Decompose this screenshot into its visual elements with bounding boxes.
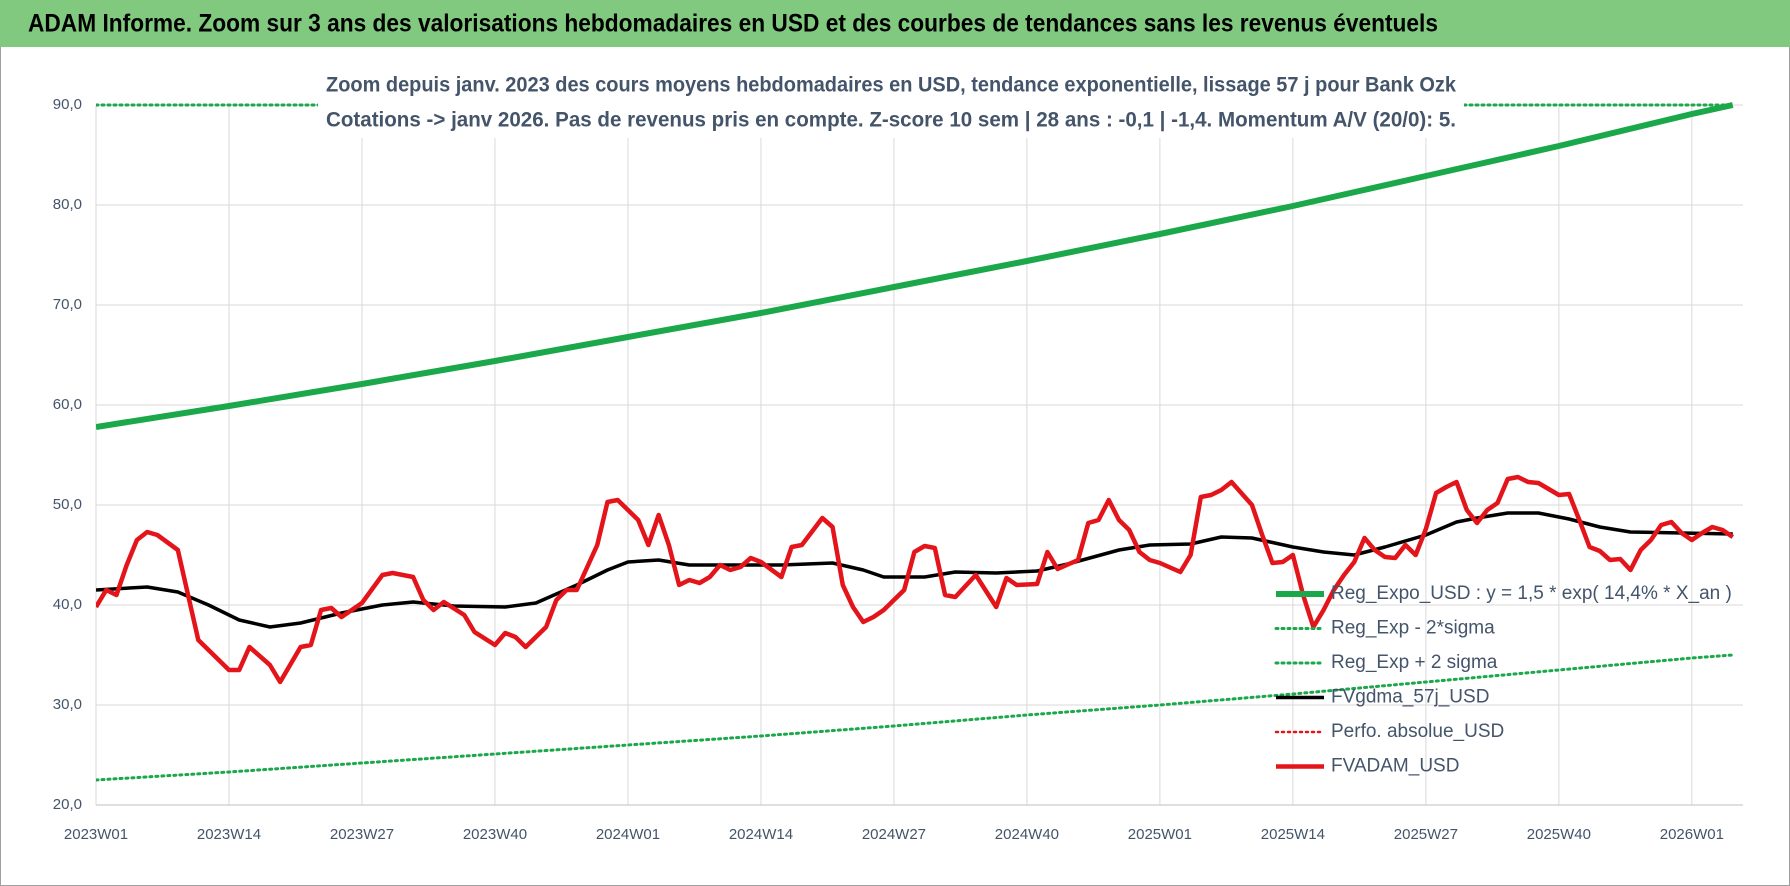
x-tick-label: 2025W14 bbox=[1261, 826, 1325, 843]
x-tick-label: 2023W01 bbox=[64, 826, 128, 843]
series-line bbox=[96, 653, 1735, 782]
x-tick-label: 2024W27 bbox=[862, 826, 926, 843]
x-tick-label: 2025W01 bbox=[1128, 826, 1192, 843]
x-tick-label: 2025W27 bbox=[1394, 826, 1458, 843]
y-tick-label: 30,0 bbox=[53, 696, 82, 713]
legend-label: Reg_Exp + 2 sigma bbox=[1331, 652, 1498, 673]
y-tick-label: 50,0 bbox=[53, 496, 82, 513]
legend-label: Reg_Exp - 2*sigma bbox=[1331, 618, 1495, 639]
legend-label: Perfo. absolue_USD bbox=[1331, 721, 1504, 742]
x-tick-label: 2025W40 bbox=[1527, 826, 1591, 843]
title-bar bbox=[0, 0, 1790, 47]
y-tick-label: 40,0 bbox=[53, 596, 82, 613]
x-tick-label: 2024W01 bbox=[596, 826, 660, 843]
x-tick-label: 2023W14 bbox=[197, 826, 261, 843]
legend-label: FVADAM_USD bbox=[1331, 756, 1459, 777]
x-tick-label: 2023W40 bbox=[463, 826, 527, 843]
series-line bbox=[96, 102, 1734, 430]
series-line bbox=[96, 474, 1735, 685]
axes: 20,0 30,0 40,0 50,0 60,0 70,0 80,0 90,0 2023W01 2… bbox=[53, 96, 1743, 843]
y-tick-label: 70,0 bbox=[53, 296, 82, 313]
legend-label: Reg_Expo_USD : y = 1,5 * exp( 14,4% * X_… bbox=[1331, 583, 1732, 604]
subtitle: Zoom depuis janv. 2023 des cours moyens … bbox=[326, 74, 1456, 97]
y-tick-label: 80,0 bbox=[53, 196, 82, 213]
y-tick-label: 90,0 bbox=[53, 96, 82, 113]
x-tick-label: 2026W01 bbox=[1660, 826, 1724, 843]
y-tick-label: 60,0 bbox=[53, 396, 82, 413]
chart-title: ADAM Informe. Zoom sur 3 ans des valoris… bbox=[28, 10, 1438, 38]
legend: Reg_Expo_USD : y = 1,5 * exp( 14,4% * X_… bbox=[1274, 583, 1732, 777]
legend-label: FVgdma_57j_USD bbox=[1331, 687, 1489, 708]
x-tick-label: 2023W27 bbox=[330, 826, 394, 843]
y-tick-label: 20,0 bbox=[53, 796, 82, 813]
x-tick-label: 2024W40 bbox=[995, 826, 1059, 843]
subtitle: Cotations -> janv 2026. Pas de revenus p… bbox=[326, 109, 1456, 132]
series-line bbox=[96, 511, 1733, 629]
subtitle-background bbox=[318, 68, 1464, 138]
x-tick-label: 2024W14 bbox=[729, 826, 793, 843]
grid bbox=[95, 104, 1743, 806]
